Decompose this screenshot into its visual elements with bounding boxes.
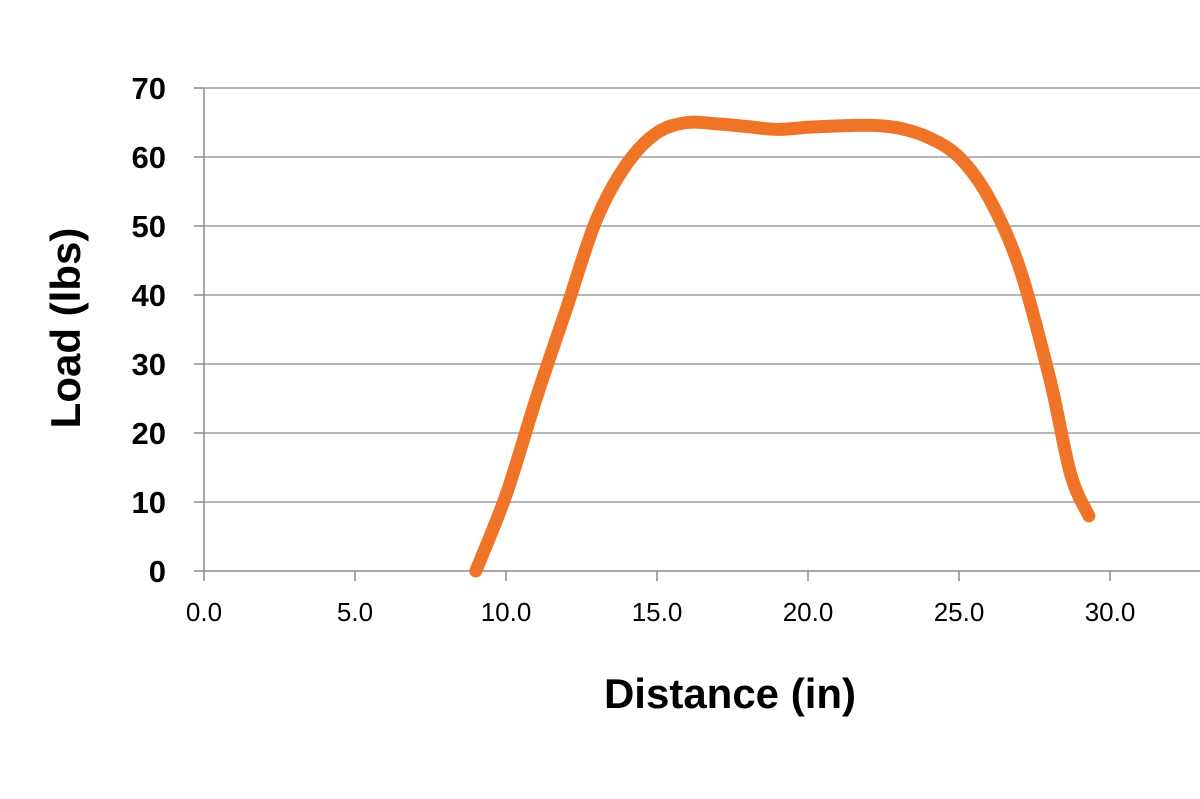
x-tick-label: 15.0 — [632, 597, 683, 627]
x-tick-label: 30.0 — [1085, 597, 1136, 627]
y-tick-label: 30 — [132, 347, 166, 382]
y-tick-label: 20 — [132, 416, 166, 451]
x-tick-label: 25.0 — [934, 597, 985, 627]
axes — [203, 88, 1200, 572]
y-tick-labels: 0 10 20 30 40 50 60 70 — [132, 71, 204, 589]
x-tick-label: 10.0 — [481, 597, 532, 627]
x-tick-labels: 0.0 5.0 10.0 15.0 20.0 25.0 30.0 — [186, 571, 1135, 627]
x-tick-label: 20.0 — [783, 597, 834, 627]
gridlines — [204, 87, 1200, 503]
x-tick-label: 0.0 — [186, 597, 222, 627]
x-tick-label: 5.0 — [337, 597, 373, 627]
y-tick-label: 0 — [149, 554, 166, 589]
y-tick-label: 10 — [132, 485, 166, 520]
y-tick-label: 50 — [132, 209, 166, 244]
series-line-0 — [469, 115, 1096, 578]
y-tick-label: 60 — [132, 140, 166, 175]
y-tick-label: 70 — [132, 71, 166, 106]
y-axis-title: Load (lbs) — [42, 228, 89, 429]
y-tick-label: 40 — [132, 278, 166, 313]
series-group — [469, 115, 1096, 578]
x-axis-title: Distance (in) — [604, 670, 856, 717]
